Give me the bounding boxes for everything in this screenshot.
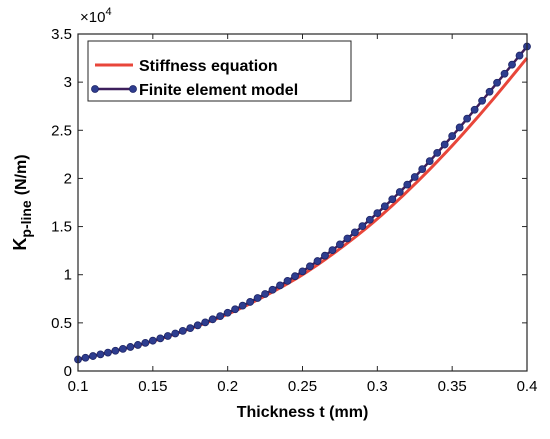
data-point-marker	[208, 315, 217, 324]
series-markers-finite-element-model	[74, 42, 531, 364]
data-point-marker	[283, 276, 292, 285]
y-axis-title: Kp-line (N/m)	[10, 154, 34, 250]
x-tick-label: 0.15	[138, 378, 167, 395]
data-point-marker	[515, 51, 524, 60]
x-tick-label: 0.1	[68, 378, 89, 395]
data-point-marker	[373, 209, 382, 217]
data-point-marker	[493, 78, 501, 87]
data-point-marker	[365, 215, 374, 224]
legend: Stiffness equation Finite element model	[87, 40, 352, 102]
data-point-marker	[298, 267, 307, 276]
data-point-marker	[291, 272, 299, 281]
data-point-marker	[463, 114, 472, 123]
y-axis-title-subscript: p-line	[18, 200, 34, 238]
data-point-marker	[418, 165, 427, 174]
data-point-marker	[111, 346, 120, 355]
x-tick-label: 0.3	[367, 378, 388, 395]
data-point-marker	[261, 290, 269, 298]
data-point-marker	[104, 348, 112, 357]
y-tick-label: 3.5	[51, 26, 72, 43]
y-tick-label: 2.5	[51, 122, 72, 139]
data-point-marker	[119, 344, 127, 353]
data-point-marker	[358, 222, 367, 231]
data-point-marker	[276, 281, 284, 290]
data-point-marker	[126, 343, 135, 351]
data-point-marker	[313, 257, 322, 265]
data-point-marker	[81, 353, 90, 362]
x-axis: 0.1 0.15 0.2 0.25 0.3 0.35 0.4	[68, 34, 538, 395]
data-point-marker	[478, 96, 487, 105]
series-finite-element-model	[74, 42, 531, 364]
y-axis-multiplier: ×104	[80, 6, 112, 26]
y-multiplier-exponent: 4	[105, 6, 111, 18]
data-point-marker	[395, 188, 404, 196]
data-point-marker	[171, 329, 180, 338]
data-point-marker	[193, 321, 202, 330]
data-point-marker	[246, 298, 255, 306]
data-point-marker	[440, 140, 449, 149]
data-point-marker	[321, 251, 329, 260]
data-point-marker	[89, 352, 97, 360]
data-point-marker	[388, 195, 397, 204]
x-tick-label: 0.4	[517, 378, 538, 395]
data-point-marker	[253, 294, 262, 302]
data-point-marker	[410, 173, 419, 181]
data-point-marker	[231, 305, 240, 314]
data-point-marker	[268, 285, 277, 294]
data-point-marker	[508, 60, 516, 69]
data-point-marker	[470, 105, 479, 114]
data-point-marker	[148, 336, 157, 345]
x-axis-title: Thickness t (mm)	[237, 404, 369, 421]
data-point-marker	[350, 228, 359, 237]
data-point-marker	[343, 234, 352, 243]
y-tick-label: 1	[64, 267, 72, 284]
legend-label-stiffness-equation: Stiffness equation	[139, 58, 278, 75]
data-point-marker	[336, 240, 344, 249]
data-point-marker	[403, 180, 412, 189]
data-point-marker	[455, 123, 464, 132]
data-point-marker	[433, 149, 442, 157]
y-axis-title-main: K	[10, 238, 30, 251]
x-tick-label: 0.25	[288, 378, 317, 395]
data-point-marker	[156, 334, 165, 343]
data-point-marker	[500, 69, 509, 78]
data-point-marker	[133, 341, 142, 349]
legend-label-finite-element-model: Finite element model	[139, 82, 298, 99]
y-tick-label: 2	[64, 170, 72, 187]
y-tick-label: 3	[64, 74, 72, 91]
data-point-marker	[485, 87, 494, 96]
data-point-marker	[186, 324, 195, 333]
y-multiplier-base: ×10	[80, 9, 105, 26]
y-axis-title-unit: (N/m)	[13, 154, 30, 195]
y-axis: 0 0.5 1 1.5 2 2.5 3 3.5	[51, 26, 527, 380]
y-tick-label: 0	[64, 363, 72, 380]
data-point-marker	[448, 132, 457, 140]
data-point-marker	[380, 202, 389, 211]
data-point-marker	[425, 157, 434, 166]
legend-marker-left	[91, 85, 99, 93]
series-layer	[74, 42, 531, 364]
data-point-marker	[178, 326, 187, 335]
data-point-marker	[238, 301, 247, 310]
data-point-marker	[141, 338, 150, 347]
x-tick-label: 0.35	[438, 378, 467, 395]
legend-marker-right	[129, 85, 137, 93]
data-point-marker	[163, 332, 172, 340]
data-point-marker	[201, 318, 210, 327]
data-point-marker	[306, 262, 314, 271]
data-point-marker	[216, 312, 225, 320]
data-point-marker	[223, 308, 232, 317]
data-point-marker	[328, 246, 337, 255]
x-tick-label: 0.2	[217, 378, 238, 395]
y-tick-label: 0.5	[51, 315, 72, 332]
y-tick-label: 1.5	[51, 219, 72, 236]
data-point-marker	[96, 350, 105, 359]
